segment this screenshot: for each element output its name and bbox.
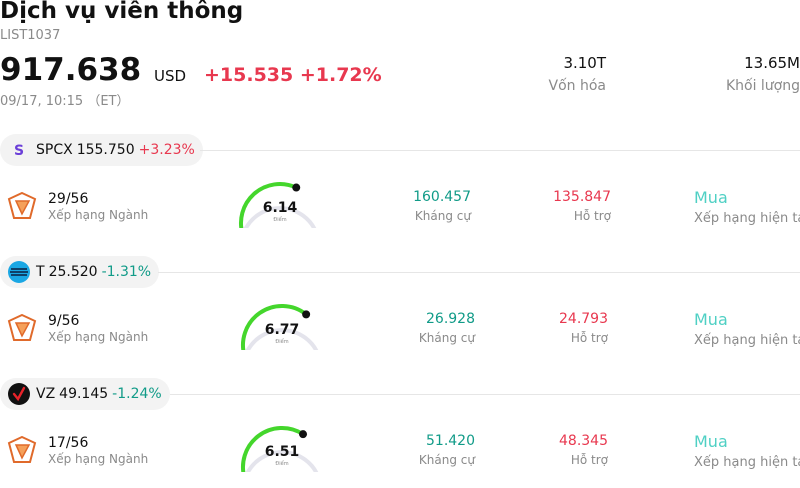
- industry-rank-label: Xếp hạng Ngành: [48, 330, 149, 344]
- rating-value: Mua: [694, 188, 728, 207]
- rating-label: Xếp hạng hiện tại: [694, 333, 800, 348]
- score-value: 6.14: [262, 200, 298, 216]
- gauge-marker: [299, 430, 308, 439]
- score-label: Điểm: [275, 339, 289, 345]
- timestamp: 09/17, 10:15 （ET）: [0, 94, 130, 109]
- section-divider: [158, 272, 800, 273]
- section-divider: [200, 150, 800, 151]
- gauge-track: [243, 206, 317, 228]
- market-cap-label: Vốn hóa: [548, 78, 606, 94]
- ticker-price: 155.750: [76, 142, 135, 158]
- gauge-fill: [241, 304, 309, 350]
- rating-value: Mua: [694, 310, 728, 329]
- industry-logo-icon: [7, 191, 37, 222]
- resistance-label: Kháng cự: [414, 209, 471, 223]
- market-cap-value: 3.10T: [563, 54, 606, 72]
- industry-logo-icon: [7, 435, 37, 466]
- rating-value: Mua: [694, 432, 728, 451]
- score-value: 6.51: [264, 444, 300, 460]
- ticker-chip[interactable]: T 25.520 -1.31%: [0, 256, 160, 288]
- stock-block-vz: VZ 49.145 -1.24% 17/56 Xếp hạng Ngành 6.…: [0, 378, 800, 488]
- score-gauge: [241, 304, 319, 350]
- section-divider: [170, 394, 800, 395]
- volume-value: 13.65M: [744, 54, 800, 72]
- svg-text:S: S: [14, 143, 24, 159]
- ticker-chip[interactable]: VZ 49.145 -1.24%: [0, 378, 170, 410]
- resistance-label: Kháng cự: [418, 453, 475, 467]
- list-code: LIST1037: [0, 28, 61, 43]
- support-label: Hỗ trợ: [573, 209, 611, 223]
- ticker-price: 49.145: [59, 386, 109, 402]
- industry-logo-icon: [7, 313, 37, 344]
- industry-rank: 9/56: [48, 313, 80, 329]
- industry-rank: 17/56: [48, 435, 89, 451]
- gauge-marker: [292, 183, 301, 192]
- ticker-price: 25.520: [48, 264, 98, 280]
- index-price: 917.638: [0, 52, 142, 88]
- rating-label: Xếp hạng hiện tại: [694, 455, 800, 470]
- ticker-change: +3.23%: [138, 142, 195, 158]
- resistance-value: 26.928: [426, 311, 475, 327]
- score-label: Điểm: [275, 461, 289, 467]
- ticker-change: -1.24%: [112, 386, 162, 402]
- gauge-track: [245, 328, 319, 350]
- gauge-track: [245, 450, 319, 472]
- resistance-label: Kháng cự: [418, 331, 475, 345]
- industry-rank-label: Xếp hạng Ngành: [48, 208, 149, 222]
- support-value: 135.847: [553, 189, 611, 205]
- support-value: 24.793: [559, 311, 608, 327]
- ticker-chip[interactable]: S SPCX 155.750 +3.23%: [0, 134, 203, 166]
- spcx-logo-icon: S: [8, 139, 30, 161]
- stock-block-spcx: S SPCX 155.750 +3.23% 29/56 Xếp hạng Ngà…: [0, 134, 800, 250]
- page-title: Dịch vụ viễn thông: [0, 0, 244, 24]
- industry-rank: 29/56: [48, 191, 89, 207]
- score-label: Điểm: [273, 217, 287, 223]
- verizon-logo-icon: [8, 383, 30, 405]
- support-label: Hỗ trợ: [570, 453, 608, 467]
- currency-label: USD: [154, 67, 187, 85]
- score-value: 6.77: [264, 322, 300, 338]
- gauge-marker: [302, 310, 311, 319]
- ticker-change: -1.31%: [101, 264, 152, 280]
- volume-label: Khối lượng: [725, 78, 800, 94]
- att-logo-icon: [8, 261, 30, 283]
- index-change: +15.535 +1.72%: [204, 64, 382, 86]
- ticker-symbol: VZ: [36, 386, 56, 402]
- resistance-value: 51.420: [426, 433, 475, 449]
- resistance-value: 160.457: [413, 189, 471, 205]
- ticker-symbol: SPCX: [36, 142, 73, 158]
- industry-rank-label: Xếp hạng Ngành: [48, 452, 149, 466]
- support-value: 48.345: [559, 433, 608, 449]
- stock-block-t: T 25.520 -1.31% 9/56 Xếp hạng Ngành 6.77…: [0, 256, 800, 372]
- gauge-fill: [239, 182, 299, 228]
- rating-label: Xếp hạng hiện tại: [694, 211, 800, 226]
- ticker-symbol: T: [36, 264, 45, 280]
- support-label: Hỗ trợ: [570, 331, 608, 345]
- score-gauge: [239, 182, 317, 228]
- score-gauge: [241, 426, 319, 472]
- gauge-fill: [241, 426, 306, 472]
